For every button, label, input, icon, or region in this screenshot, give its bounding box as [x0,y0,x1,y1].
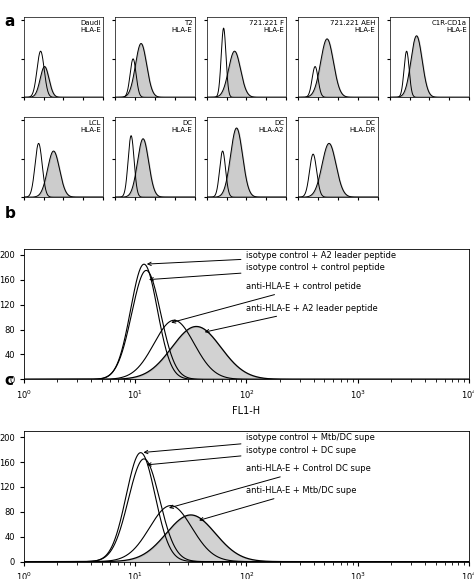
isotype control + A2 leader peptide [72,376,77,383]
isotype control + A2 leader peptide [466,376,472,383]
Text: DC
HLA-E: DC HLA-E [172,120,192,133]
anti-HLA-E + control petide [98,376,104,383]
Line: anti-HLA-E + control petide: anti-HLA-E + control petide [24,320,469,379]
isotype control + control peptide [98,375,104,382]
isotype control + control peptide [21,376,27,383]
isotype control + control peptide [466,376,472,383]
Text: anti-HLA-E + A2 leader peptide: anti-HLA-E + A2 leader peptide [206,304,378,333]
anti-HLA-E + control petide [21,376,27,383]
Text: anti-HLA-E + Mtb/DC supe: anti-HLA-E + Mtb/DC supe [200,486,357,521]
anti-HLA-E + control petide [466,376,472,383]
isotype control + control peptide [72,376,77,383]
Text: LCL
HLA-E: LCL HLA-E [80,120,101,133]
Text: anti-HLA-E + Control DC supe: anti-HLA-E + Control DC supe [170,464,371,508]
anti-HLA-E + control petide [171,317,177,324]
Text: anti-HLA-E + control petide: anti-HLA-E + control petide [172,282,362,323]
anti-HLA-E + A2 leader peptide [98,376,104,383]
isotype control + control peptide [458,376,464,383]
Text: b: b [5,206,16,221]
Line: isotype control + A2 leader peptide: isotype control + A2 leader peptide [24,264,469,379]
Text: 721.221 F
HLA-E: 721.221 F HLA-E [249,20,284,33]
anti-HLA-E + A2 leader peptide [466,376,472,383]
isotype control + A2 leader peptide [21,376,27,383]
isotype control + A2 leader peptide [458,376,464,383]
Text: c: c [5,373,14,389]
isotype control + control peptide [192,376,198,383]
Text: DC
HLA-A2: DC HLA-A2 [258,120,284,133]
isotype control + A2 leader peptide [211,376,217,383]
Text: T2
HLA-E: T2 HLA-E [172,20,192,33]
Text: Daudi
HLA-E: Daudi HLA-E [80,20,101,33]
Text: a: a [5,14,15,30]
anti-HLA-E + A2 leader peptide [21,376,27,383]
anti-HLA-E + control petide [410,376,416,383]
anti-HLA-E + control petide [458,376,464,383]
anti-HLA-E + A2 leader peptide [458,376,464,383]
Text: isotype control + Mtb/DC supe: isotype control + Mtb/DC supe [145,433,375,454]
X-axis label: FL1-H: FL1-H [232,406,261,416]
anti-HLA-E + control petide [72,376,77,383]
Text: isotype control + DC supe: isotype control + DC supe [148,446,356,466]
Text: C1R-CD1a
HLA-E: C1R-CD1a HLA-E [432,20,467,33]
isotype control + control peptide [144,267,149,274]
anti-HLA-E + control petide [211,368,217,375]
isotype control + A2 leader peptide [410,376,416,383]
Text: 721.221 AEH
HLA-E: 721.221 AEH HLA-E [330,20,375,33]
isotype control + A2 leader peptide [141,261,147,267]
anti-HLA-E + A2 leader peptide [72,376,77,383]
isotype control + control peptide [410,376,416,383]
Line: anti-HLA-E + A2 leader peptide: anti-HLA-E + A2 leader peptide [24,327,469,379]
anti-HLA-E + A2 leader peptide [410,376,416,383]
isotype control + A2 leader peptide [98,375,104,382]
anti-HLA-E + A2 leader peptide [211,335,217,342]
anti-HLA-E + A2 leader peptide [191,323,197,330]
anti-HLA-E + A2 leader peptide [193,323,199,330]
Text: isotype control + A2 leader peptide: isotype control + A2 leader peptide [148,251,397,266]
isotype control + A2 leader peptide [192,376,198,383]
isotype control + control peptide [211,376,217,383]
Line: isotype control + control peptide: isotype control + control peptide [24,270,469,379]
Text: DC
HLA-DR: DC HLA-DR [349,120,375,133]
Text: isotype control + control peptide: isotype control + control peptide [150,263,385,281]
anti-HLA-E + control petide [192,341,198,348]
